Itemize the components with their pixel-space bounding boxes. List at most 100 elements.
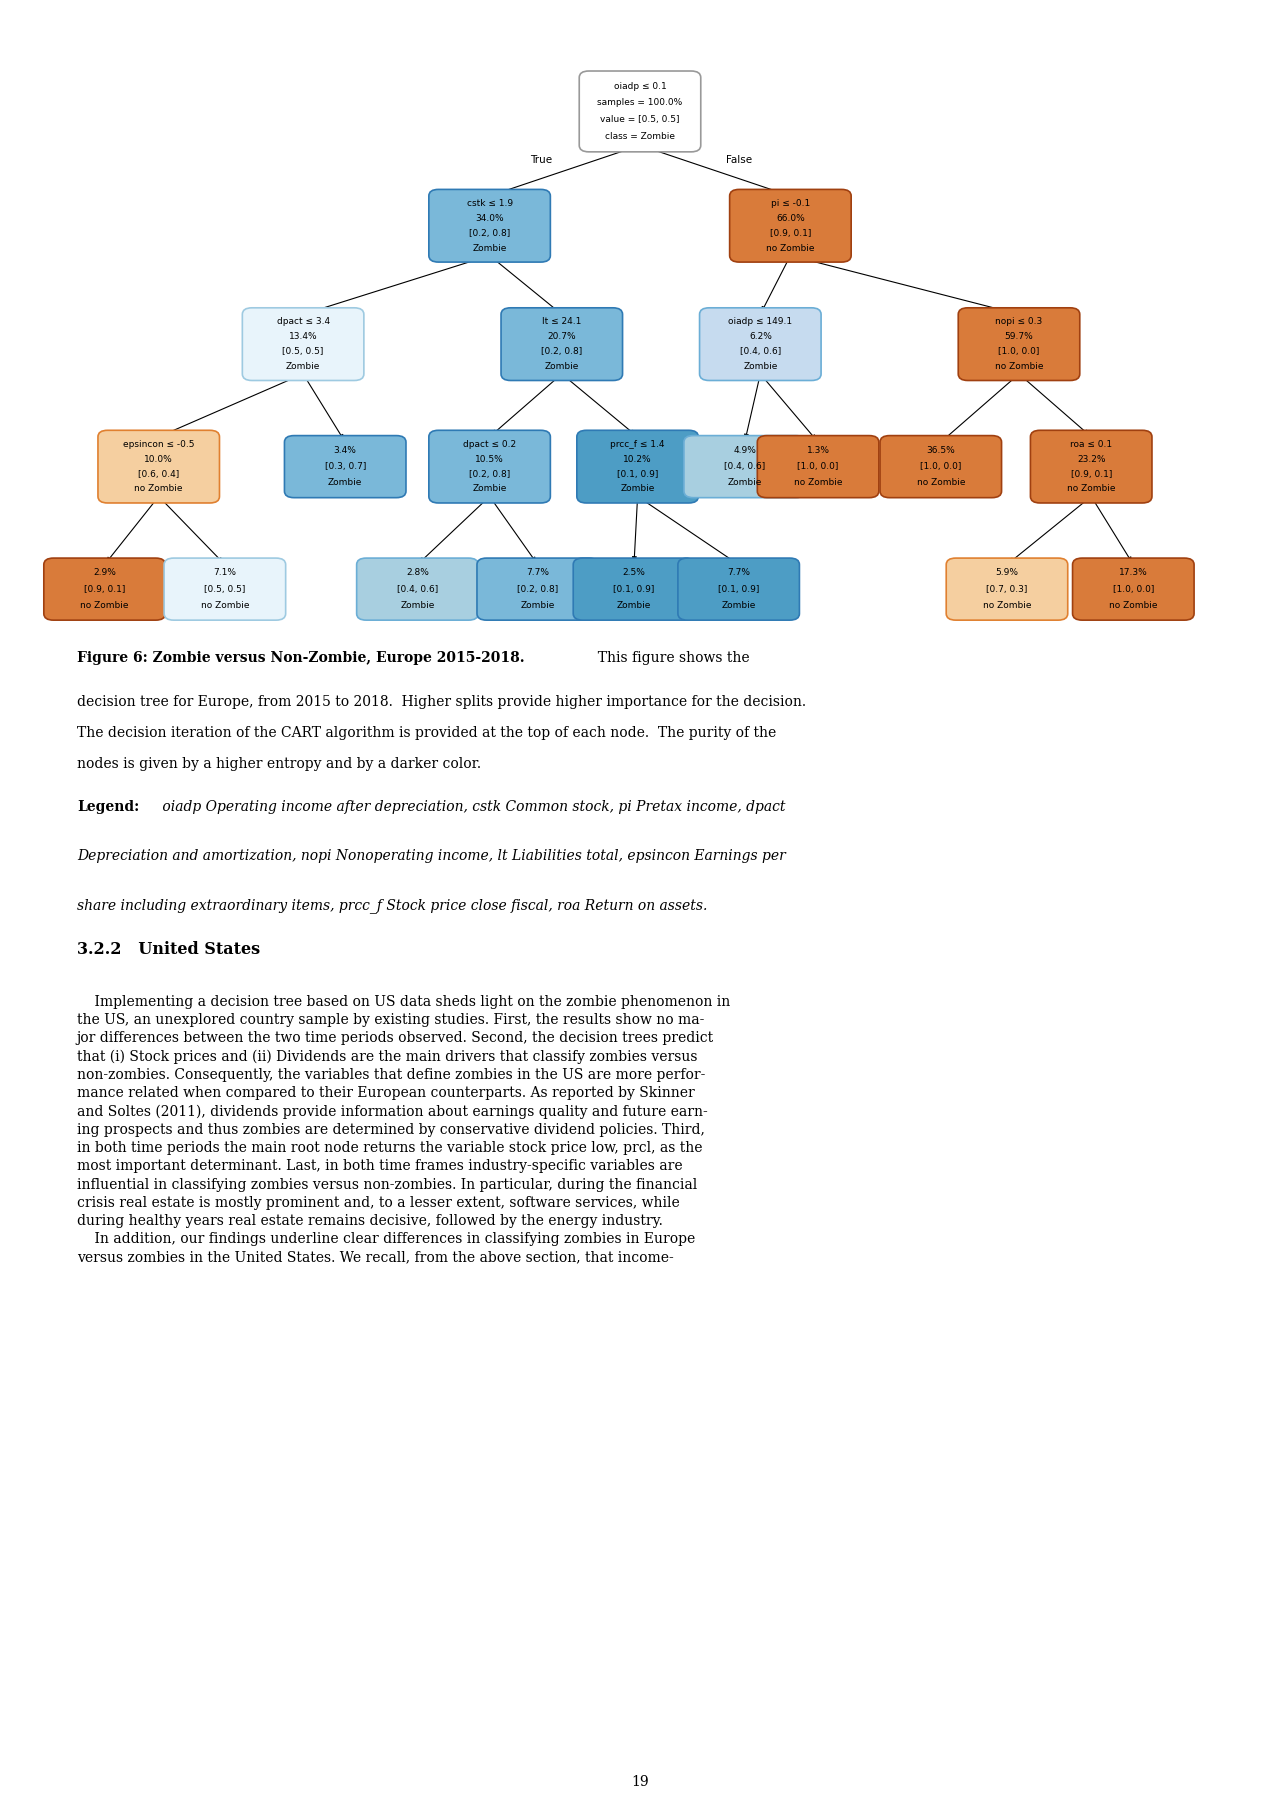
Text: 17.3%: 17.3% [1119,568,1148,577]
Text: [0.4, 0.6]: [0.4, 0.6] [397,584,438,593]
Text: Zombie: Zombie [472,485,507,494]
Text: class = Zombie: class = Zombie [605,132,675,141]
Text: roa ≤ 0.1: roa ≤ 0.1 [1070,440,1112,449]
Text: 10.5%: 10.5% [475,454,504,463]
Text: 1.3%: 1.3% [806,445,829,454]
Text: Depreciation and amortization, nopi Nonoperating income, lt Liabilities total, e: Depreciation and amortization, nopi Nono… [77,848,786,863]
Text: 2.5%: 2.5% [622,568,645,577]
FancyBboxPatch shape [357,559,479,620]
Text: [1.0, 0.0]: [1.0, 0.0] [998,347,1039,356]
Text: 13.4%: 13.4% [289,333,317,342]
Text: The decision iteration of the CART algorithm is provided at the top of each node: The decision iteration of the CART algor… [77,725,776,740]
Text: [0.1, 0.9]: [0.1, 0.9] [613,584,654,593]
Text: nodes is given by a higher entropy and by a darker color.: nodes is given by a higher entropy and b… [77,758,481,771]
FancyBboxPatch shape [242,308,364,380]
Text: 19: 19 [631,1775,649,1789]
Text: [0.3, 0.7]: [0.3, 0.7] [325,461,366,470]
Text: 66.0%: 66.0% [776,213,805,223]
Text: Zombie: Zombie [521,601,556,610]
FancyBboxPatch shape [730,190,851,262]
Text: no Zombie: no Zombie [81,601,129,610]
Text: 10.0%: 10.0% [145,454,173,463]
Text: [0.5, 0.5]: [0.5, 0.5] [205,584,246,593]
FancyBboxPatch shape [678,559,800,620]
FancyBboxPatch shape [700,308,820,380]
Text: 7.7%: 7.7% [526,568,549,577]
Text: no Zombie: no Zombie [134,485,183,494]
Text: no Zombie: no Zombie [201,601,250,610]
Text: Zombie: Zombie [727,478,762,487]
Text: Zombie: Zombie [621,485,655,494]
Text: 6.2%: 6.2% [749,333,772,342]
Text: Zombie: Zombie [722,601,756,610]
Text: no Zombie: no Zombie [1068,485,1115,494]
FancyBboxPatch shape [284,436,406,497]
Text: no Zombie: no Zombie [983,601,1032,610]
Text: This figure shows the: This figure shows the [589,651,750,666]
Text: no Zombie: no Zombie [1108,601,1157,610]
FancyBboxPatch shape [1030,431,1152,503]
FancyBboxPatch shape [500,308,622,380]
Text: 3.4%: 3.4% [334,445,357,454]
Text: [0.9, 0.1]: [0.9, 0.1] [84,584,125,593]
FancyBboxPatch shape [429,431,550,503]
Text: True: True [530,156,552,165]
Text: no Zombie: no Zombie [916,478,965,487]
Text: [0.7, 0.3]: [0.7, 0.3] [987,584,1028,593]
Text: Zombie: Zombie [617,601,652,610]
Text: Figure 6: Zombie versus Non-Zombie, Europe 2015-2018.: Figure 6: Zombie versus Non-Zombie, Euro… [77,651,525,666]
Text: no Zombie: no Zombie [794,478,842,487]
Text: oiadp ≤ 0.1: oiadp ≤ 0.1 [613,81,667,90]
FancyBboxPatch shape [684,436,805,497]
FancyBboxPatch shape [477,559,599,620]
FancyBboxPatch shape [99,431,219,503]
Text: [0.4, 0.6]: [0.4, 0.6] [724,461,765,470]
Text: lt ≤ 24.1: lt ≤ 24.1 [543,317,581,326]
Text: Zombie: Zombie [401,601,435,610]
Text: False: False [726,156,753,165]
Text: 5.9%: 5.9% [996,568,1019,577]
Text: value = [0.5, 0.5]: value = [0.5, 0.5] [600,116,680,125]
Text: oiadp ≤ 149.1: oiadp ≤ 149.1 [728,317,792,326]
Text: 7.1%: 7.1% [214,568,237,577]
Text: Zombie: Zombie [472,244,507,253]
Text: [0.2, 0.8]: [0.2, 0.8] [468,470,511,479]
Text: samples = 100.0%: samples = 100.0% [598,98,682,107]
Text: no Zombie: no Zombie [995,362,1043,371]
FancyBboxPatch shape [946,559,1068,620]
Text: 2.8%: 2.8% [406,568,429,577]
Text: [1.0, 0.0]: [1.0, 0.0] [920,461,961,470]
Text: pi ≤ -0.1: pi ≤ -0.1 [771,199,810,208]
Text: [1.0, 0.0]: [1.0, 0.0] [797,461,838,470]
FancyBboxPatch shape [577,431,699,503]
Text: [0.5, 0.5]: [0.5, 0.5] [283,347,324,356]
Text: 7.7%: 7.7% [727,568,750,577]
Text: Legend:: Legend: [77,800,140,814]
Text: 4.9%: 4.9% [733,445,756,454]
Text: Zombie: Zombie [285,362,320,371]
FancyBboxPatch shape [881,436,1001,497]
Text: share including extraordinary items, prcc_f Stock price close fiscal, roa Return: share including extraordinary items, prc… [77,897,707,914]
Text: decision tree for Europe, from 2015 to 2018.  Higher splits provide higher impor: decision tree for Europe, from 2015 to 2… [77,695,806,709]
Text: [0.1, 0.9]: [0.1, 0.9] [617,470,658,479]
Text: prcc_f ≤ 1.4: prcc_f ≤ 1.4 [611,440,664,449]
FancyBboxPatch shape [1073,559,1194,620]
Text: 3.2.2   United States: 3.2.2 United States [77,941,260,957]
Text: [1.0, 0.0]: [1.0, 0.0] [1112,584,1155,593]
Text: 59.7%: 59.7% [1005,333,1033,342]
Text: cstk ≤ 1.9: cstk ≤ 1.9 [466,199,513,208]
Text: Zombie: Zombie [744,362,777,371]
Text: no Zombie: no Zombie [767,244,814,253]
Text: Implementing a decision tree based on US data sheds light on the zombie phenomen: Implementing a decision tree based on US… [77,995,730,1264]
FancyBboxPatch shape [580,71,700,152]
Text: 34.0%: 34.0% [475,213,504,223]
Text: epsincon ≤ -0.5: epsincon ≤ -0.5 [123,440,195,449]
Text: [0.6, 0.4]: [0.6, 0.4] [138,470,179,479]
FancyBboxPatch shape [959,308,1080,380]
Text: [0.2, 0.8]: [0.2, 0.8] [541,347,582,356]
Text: 36.5%: 36.5% [927,445,955,454]
Text: oiadp Operating income after depreciation, cstk Common stock, pi Pretax income, : oiadp Operating income after depreciatio… [157,800,786,814]
FancyBboxPatch shape [44,559,165,620]
Text: dpact ≤ 3.4: dpact ≤ 3.4 [276,317,330,326]
Text: 2.9%: 2.9% [93,568,116,577]
